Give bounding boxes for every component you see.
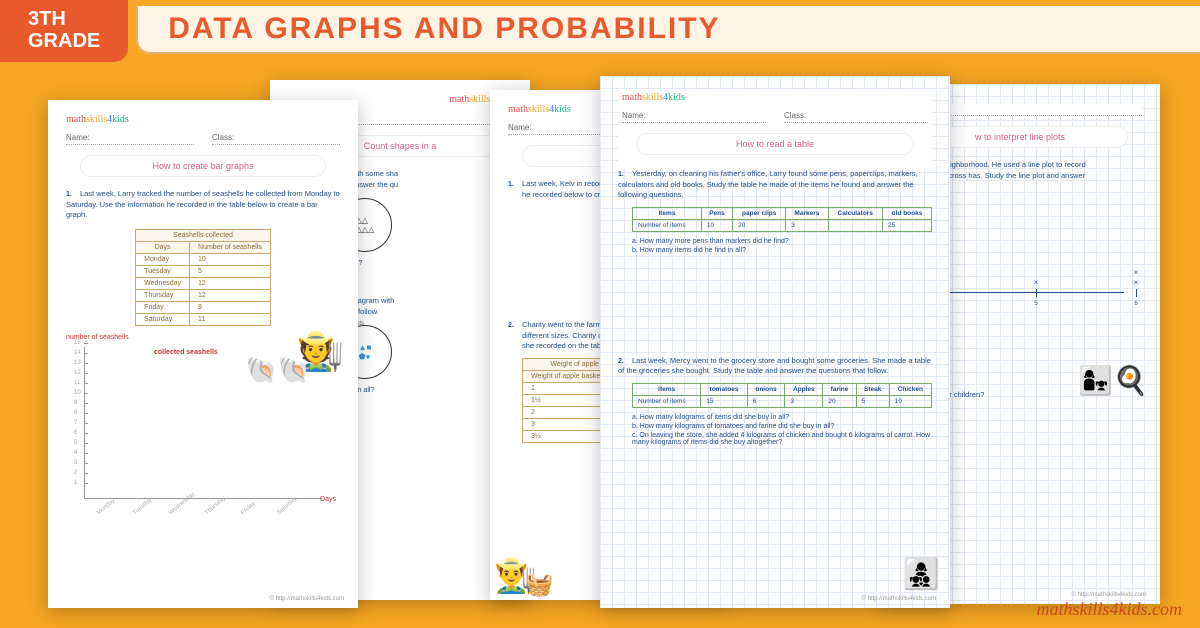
question-number: 1.: [66, 191, 80, 198]
name-class-row: Name: Class:: [66, 133, 340, 145]
basket-icon: 🧺: [526, 572, 553, 598]
grade-line2: GRADE: [28, 30, 100, 52]
worksheet-title: How to read a table: [636, 133, 914, 155]
name-class-row: Name: Class:: [622, 111, 928, 123]
logo: mathskills4kids: [622, 92, 928, 103]
grade-line1: 3TH: [28, 8, 100, 30]
grade-badge: 3TH GRADE: [0, 0, 128, 62]
chart-title: collected seashells: [154, 349, 218, 356]
class-field: Class:: [212, 133, 340, 145]
seashells-icon: 🐚🐚: [245, 355, 310, 386]
worksheet-stage: mathskills4kids Name: Class: How to crea…: [0, 80, 1200, 628]
watermark: mathskills4kids.com: [1037, 599, 1183, 620]
worksheet-tables: mathskills4kids Name: Class: How to read…: [600, 76, 950, 608]
items-table-2: ItemstomatoesonionsApplesfarineSteakChic…: [632, 383, 932, 408]
page-title: DATA GRAPHS AND PROBABILITY: [136, 6, 1200, 54]
footer-url: © http://mathskills4kids.com: [270, 596, 344, 602]
footer-url: © http://mathskills4kids.com: [1072, 592, 1146, 598]
family-icon: 👩‍👧‍👦: [903, 557, 940, 592]
footer-url: © http://mathskills4kids.com: [862, 596, 936, 602]
x-axis-label: Days: [320, 496, 336, 503]
seashells-table: Seashells collected DaysNumber of seashe…: [135, 229, 271, 326]
logo: mathskills4kids: [66, 114, 340, 125]
cooking-icon: 👩‍👧🍳: [1078, 364, 1148, 397]
name-field: Name:: [66, 133, 194, 145]
question-text: Last week, Larry tracked the number of s…: [66, 189, 340, 219]
items-table-1: ItemsPenspaper clipsMarkersCalculatorsol…: [632, 207, 932, 232]
worksheet-bargraph: mathskills4kids Name: Class: How to crea…: [48, 100, 358, 608]
worksheet-title: How to create bar graphs: [80, 155, 326, 177]
